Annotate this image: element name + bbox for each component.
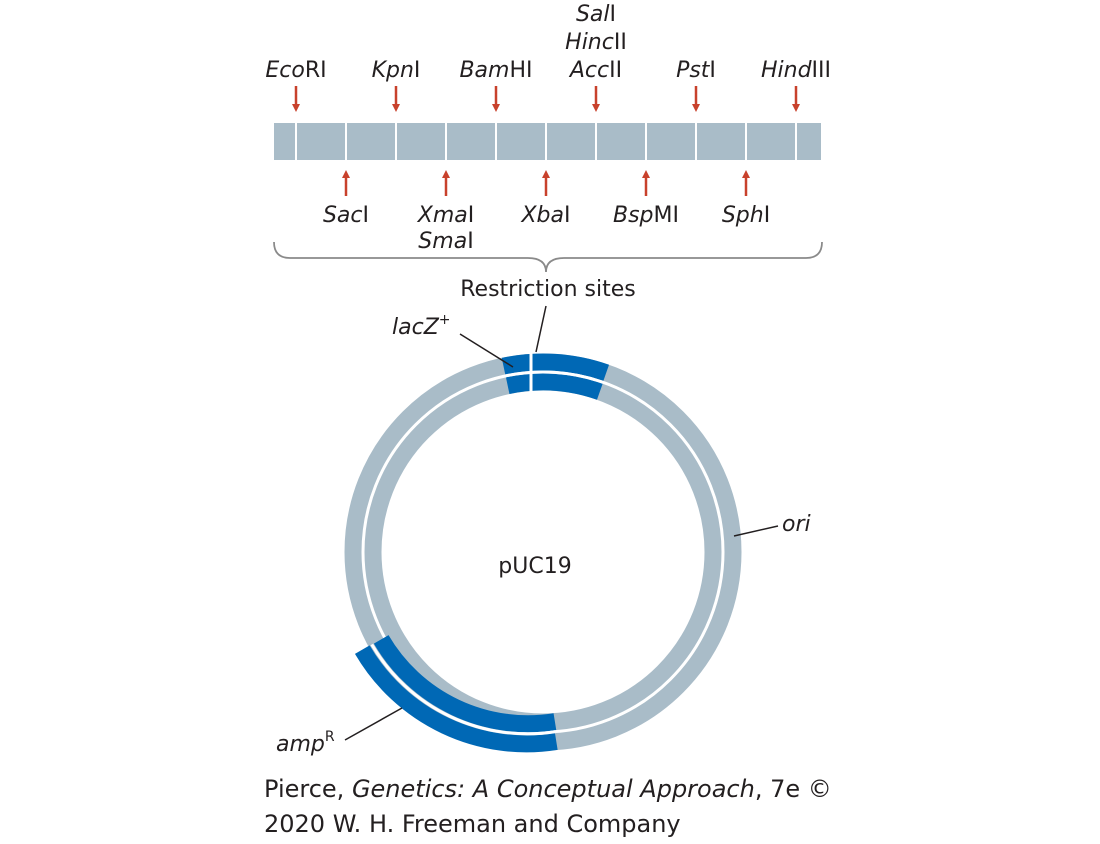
ampr-leader: [344, 707, 403, 741]
bottom-arrows: [342, 170, 750, 196]
ampr-region-outer: [354, 645, 558, 753]
lacz-leader: [459, 333, 514, 368]
enzyme-label-sphi: SphI: [722, 203, 770, 228]
enzyme-label-psti: PstI: [676, 58, 716, 83]
plasmid-inner-strand: [364, 373, 722, 731]
enzyme-label-bspmi: BspMI: [613, 203, 679, 228]
mcs-segment: [397, 123, 445, 160]
restriction-sites-brace: [273, 241, 823, 273]
enzyme-label-xbai: XbaI: [520, 203, 570, 228]
lacz-label: lacZ+: [392, 312, 451, 340]
mcs-segment: [447, 123, 495, 160]
mcs-segment: [497, 123, 545, 160]
lacz-gap: [505, 370, 604, 384]
figure-credit: Pierce, Genetics: A Conceptual Approach,…: [264, 772, 832, 842]
enzyme-label-hindiii: HindIII: [761, 58, 831, 83]
ampr-region-inner: [373, 635, 557, 733]
enzyme-label-kpni: KpnI: [372, 58, 421, 83]
lacz-region-outer: [501, 353, 610, 381]
mcs-segment: [547, 123, 595, 160]
mcs-segment: [347, 123, 395, 160]
mcs-bar: [274, 123, 821, 160]
credit-line-1: Pierce, Genetics: A Conceptual Approach,…: [264, 775, 832, 803]
ampr-label: ampR: [276, 729, 335, 757]
enzyme-label-xmai: XmaI: [417, 203, 474, 228]
ori-leader: [733, 525, 779, 537]
mcs-segment: [747, 123, 795, 160]
ampr-gap: [370, 643, 556, 736]
bottom-enzyme-labels: SacI XmaI SmaI XbaI BspMI SphI: [323, 203, 770, 254]
top-arrows: [292, 86, 800, 112]
top-enzyme-labels: EcoRI KpnI BamHI SalI HincII AccII PstI …: [265, 2, 831, 83]
mcs-segment: [647, 123, 695, 160]
enzyme-label-hincii: HincII: [565, 30, 627, 55]
enzyme-label-sali: SalI: [576, 2, 616, 27]
credit-line-2: 2020 W. H. Freeman and Company: [264, 810, 681, 838]
plasmid-map: [344, 352, 742, 753]
mcs-segment: [797, 123, 821, 160]
mcs-segment: [297, 123, 345, 160]
mcs-segment: [274, 123, 295, 160]
restriction-sites-leader: [535, 305, 547, 353]
enzyme-label-bamhi: BamHI: [459, 58, 532, 83]
mcs-segment: [597, 123, 645, 160]
enzyme-label-accii: AccII: [568, 58, 622, 83]
plasmid-name: pUC19: [498, 554, 571, 579]
mcs-segment: [697, 123, 745, 160]
restriction-sites-label: Restriction sites: [460, 277, 636, 302]
lacz-region-inner: [505, 373, 603, 400]
enzyme-label-smai: SmaI: [418, 229, 473, 254]
enzyme-label-ecori: EcoRI: [265, 58, 326, 83]
enzyme-label-saci: SacI: [323, 203, 369, 228]
ori-label: ori: [782, 512, 811, 537]
